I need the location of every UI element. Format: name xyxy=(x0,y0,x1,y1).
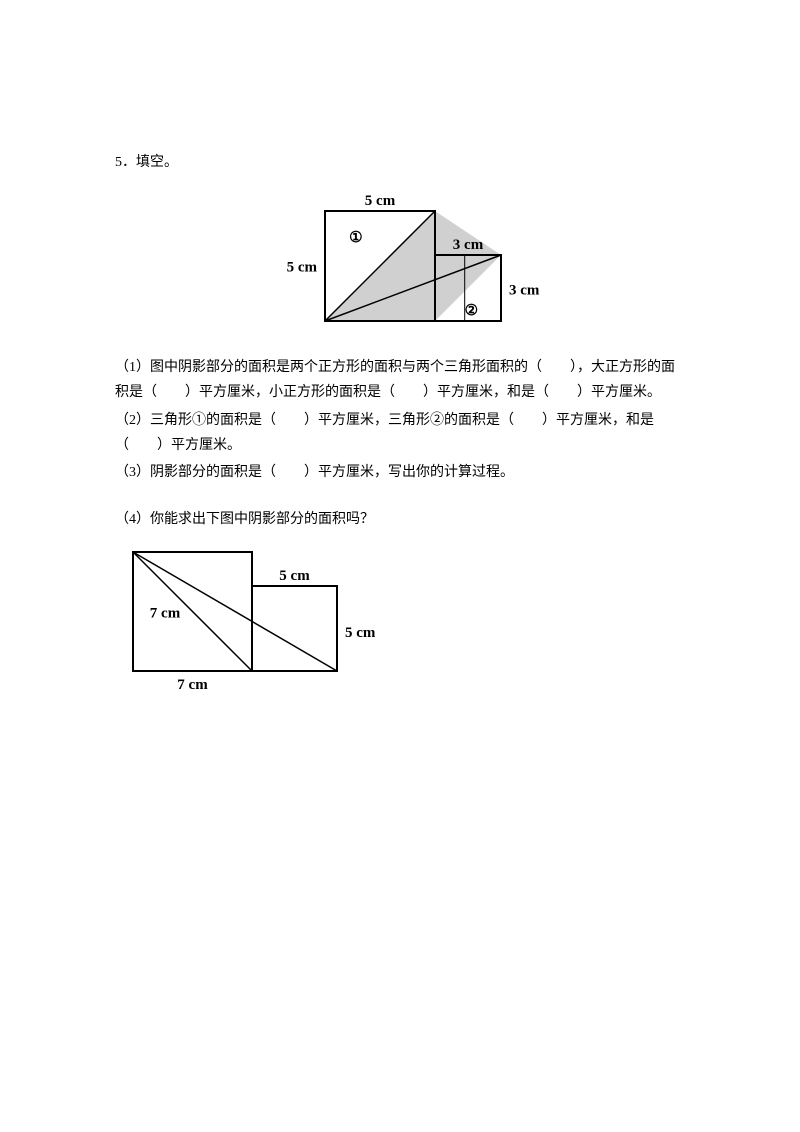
sub-item-4: （4）你能求出下图中阴影部分的面积吗？ xyxy=(115,507,685,532)
svg-text:3 cm: 3 cm xyxy=(509,283,540,299)
problem-heading: 5．填空。 xyxy=(115,150,685,175)
figure1-container: 5 cm 5 cm 3 cm 3 cm ① ② xyxy=(115,183,685,343)
sub-item-1: （1）图中阴影部分的面积是两个正方形的面积与两个三角形面积的（ ），大正方形的面… xyxy=(115,355,685,405)
svg-text:②: ② xyxy=(465,303,478,319)
figure2-svg: 5 cm 7 cm 5 cm 7 cm xyxy=(115,540,375,710)
svg-text:5 cm: 5 cm xyxy=(287,260,318,276)
figure1-svg: 5 cm 5 cm 3 cm 3 cm ① ② xyxy=(260,183,540,343)
figure2-container: 5 cm 7 cm 5 cm 7 cm xyxy=(115,540,685,710)
svg-text:5 cm: 5 cm xyxy=(345,625,375,641)
svg-text:7 cm: 7 cm xyxy=(150,606,181,622)
svg-text:5 cm: 5 cm xyxy=(365,193,396,209)
svg-text:①: ① xyxy=(349,230,362,246)
svg-text:5 cm: 5 cm xyxy=(279,568,310,584)
sub-item-2: （2）三角形①的面积是（ ）平方厘米，三角形②的面积是（ ）平方厘米，和是（ ）… xyxy=(115,408,685,458)
svg-text:7 cm: 7 cm xyxy=(177,677,208,693)
svg-text:3 cm: 3 cm xyxy=(453,237,484,253)
sub-item-3: （3）阴影部分的面积是（ ）平方厘米，写出你的计算过程。 xyxy=(115,460,685,485)
